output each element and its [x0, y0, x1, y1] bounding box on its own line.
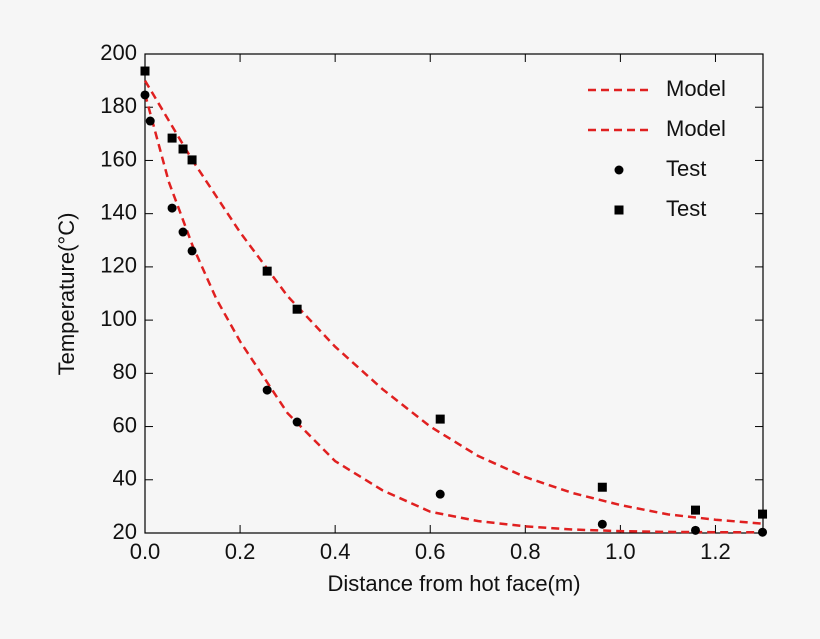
test-point	[140, 66, 150, 76]
test-point	[167, 133, 177, 143]
x-axis-label: Distance from hot face(m)	[327, 571, 580, 596]
legend-label: Test	[666, 156, 706, 181]
test-point	[597, 482, 607, 492]
y-tick-label: 160	[100, 146, 137, 171]
test-point	[690, 505, 700, 515]
test-point	[145, 116, 155, 126]
test-point	[597, 519, 607, 529]
legend-swatch	[614, 205, 624, 215]
y-tick-label: 60	[113, 412, 137, 437]
y-tick-label: 140	[100, 199, 137, 224]
x-tick-label: 0.0	[130, 539, 161, 564]
test-point	[178, 144, 188, 154]
legend-label: Test	[666, 196, 706, 221]
y-tick-label: 80	[113, 359, 137, 384]
x-tick-label: 0.6	[415, 539, 446, 564]
y-axis-label: Temperature(°C)	[54, 213, 79, 376]
test-point	[435, 489, 445, 499]
y-tick-label: 200	[100, 40, 137, 65]
test-point	[758, 509, 768, 519]
legend-label: Model	[666, 76, 726, 101]
y-tick-label: 180	[100, 93, 137, 118]
test-point	[262, 385, 272, 395]
y-tick-label: 100	[100, 306, 137, 331]
test-point	[187, 246, 197, 256]
x-tick-label: 0.4	[320, 539, 351, 564]
y-tick-label: 20	[113, 519, 137, 544]
test-point	[292, 304, 302, 314]
test-point	[178, 227, 188, 237]
y-tick-label: 120	[100, 253, 137, 278]
x-tick-label: 0.8	[510, 539, 541, 564]
test-point	[292, 417, 302, 427]
test-point	[140, 90, 150, 100]
test-point	[435, 414, 445, 424]
test-point	[690, 525, 700, 535]
x-tick-label: 1.2	[700, 539, 731, 564]
y-tick-label: 40	[113, 466, 137, 491]
test-point	[187, 155, 197, 165]
plot-frame	[144, 53, 764, 534]
legend-swatch	[614, 165, 624, 175]
test-point	[262, 266, 272, 276]
x-tick-label: 0.2	[225, 539, 256, 564]
legend-label: Model	[666, 116, 726, 141]
test-point	[758, 527, 768, 537]
x-tick-label: 1.0	[605, 539, 636, 564]
test-point	[167, 203, 177, 213]
model-line	[143, 93, 763, 534]
